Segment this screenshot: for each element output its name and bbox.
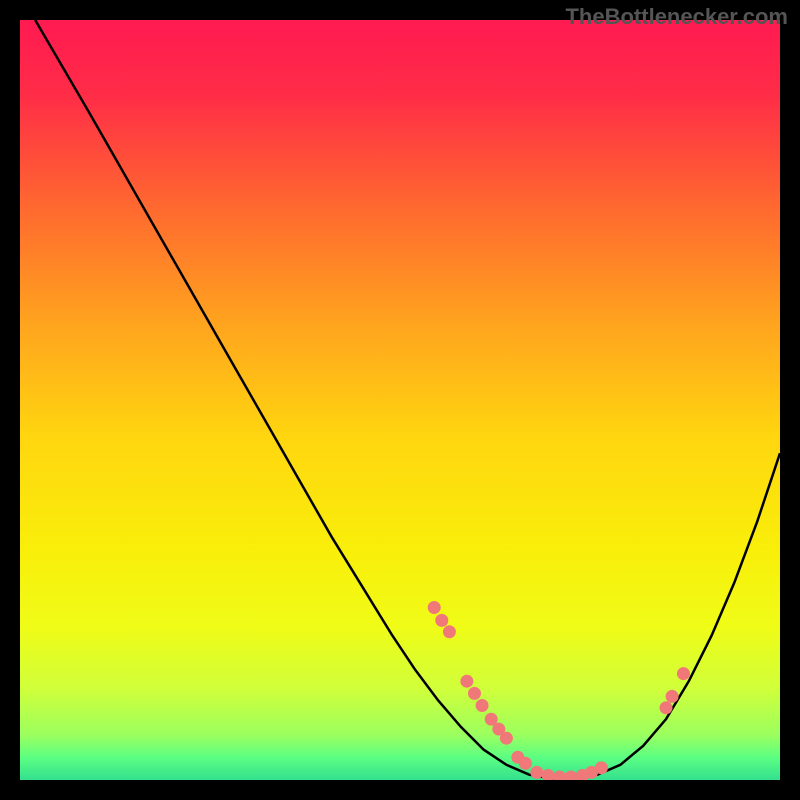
data-marker xyxy=(461,675,473,687)
data-marker xyxy=(485,713,497,725)
data-marker xyxy=(476,700,488,712)
data-marker xyxy=(565,771,577,780)
data-marker xyxy=(666,690,678,702)
chart-container xyxy=(20,20,780,780)
data-marker xyxy=(531,766,543,778)
chart-background xyxy=(20,20,780,780)
data-marker xyxy=(500,732,512,744)
watermark-text: TheBottlenecker.com xyxy=(565,4,788,30)
chart-svg xyxy=(20,20,780,780)
data-marker xyxy=(660,702,672,714)
data-marker xyxy=(468,687,480,699)
data-marker xyxy=(677,668,689,680)
data-marker xyxy=(519,757,531,769)
data-marker xyxy=(436,614,448,626)
data-marker xyxy=(443,626,455,638)
data-marker xyxy=(428,601,440,613)
data-marker xyxy=(542,769,554,780)
data-marker xyxy=(554,771,566,780)
data-marker xyxy=(595,762,607,774)
